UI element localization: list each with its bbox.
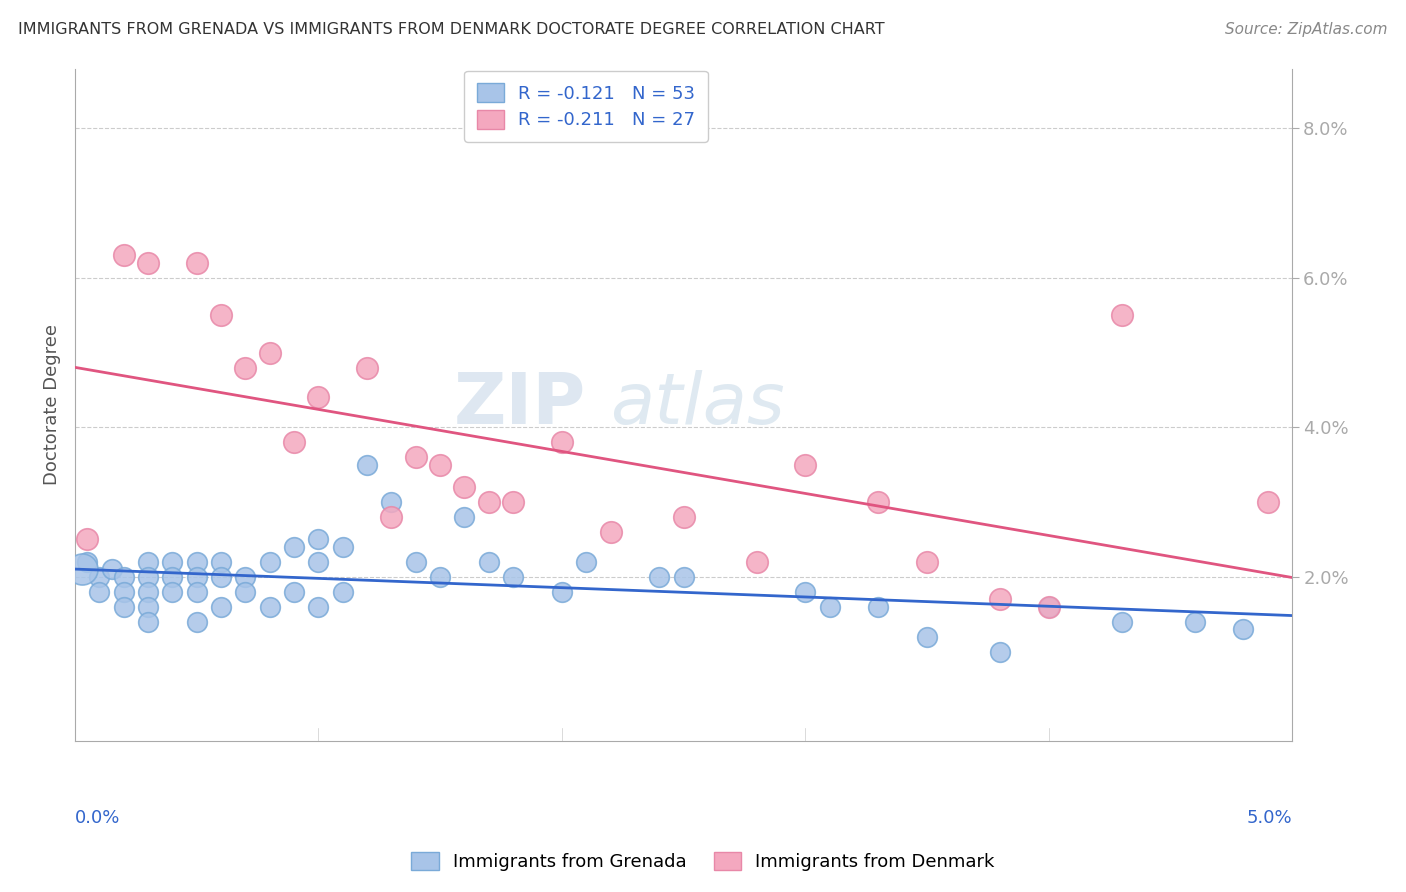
Point	[186, 555, 208, 569]
Point	[136, 599, 159, 614]
Point	[356, 458, 378, 472]
Point	[209, 555, 232, 569]
Point	[672, 510, 695, 524]
Point	[283, 435, 305, 450]
Point	[259, 555, 281, 569]
Point	[745, 555, 768, 569]
Point	[76, 533, 98, 547]
Point	[672, 570, 695, 584]
Point	[136, 615, 159, 629]
Point	[186, 570, 208, 584]
Point	[307, 555, 329, 569]
Point	[136, 570, 159, 584]
Text: 0.0%: 0.0%	[75, 808, 121, 827]
Point	[818, 599, 841, 614]
Point	[915, 630, 938, 644]
Point	[186, 615, 208, 629]
Point	[76, 555, 98, 569]
Point	[235, 584, 257, 599]
Point	[72, 562, 94, 576]
Point	[915, 555, 938, 569]
Point	[100, 562, 122, 576]
Point	[209, 308, 232, 322]
Point	[988, 644, 1011, 658]
Point	[429, 570, 451, 584]
Point	[599, 524, 621, 539]
Point	[307, 533, 329, 547]
Point	[478, 495, 501, 509]
Point	[794, 458, 817, 472]
Point	[235, 570, 257, 584]
Point	[162, 584, 184, 599]
Point	[332, 540, 354, 554]
Point	[235, 360, 257, 375]
Point	[502, 570, 524, 584]
Text: ZIP: ZIP	[454, 370, 586, 440]
Text: Source: ZipAtlas.com: Source: ZipAtlas.com	[1225, 22, 1388, 37]
Point	[868, 495, 890, 509]
Point	[89, 570, 111, 584]
Point	[307, 599, 329, 614]
Point	[332, 584, 354, 599]
Point	[186, 256, 208, 270]
Point	[259, 345, 281, 359]
Point	[453, 510, 475, 524]
Point	[259, 599, 281, 614]
Point	[162, 555, 184, 569]
Point	[356, 360, 378, 375]
Point	[453, 480, 475, 494]
Point	[1038, 599, 1060, 614]
Point	[551, 435, 574, 450]
Point	[1232, 622, 1254, 636]
Legend: Immigrants from Grenada, Immigrants from Denmark: Immigrants from Grenada, Immigrants from…	[404, 845, 1002, 879]
Point	[307, 391, 329, 405]
Point	[112, 248, 135, 262]
Point	[648, 570, 671, 584]
Point	[575, 555, 598, 569]
Point	[988, 592, 1011, 607]
Point	[1038, 599, 1060, 614]
Point	[283, 540, 305, 554]
Point	[283, 584, 305, 599]
Point	[551, 584, 574, 599]
Legend: R = -0.121   N = 53, R = -0.211   N = 27: R = -0.121 N = 53, R = -0.211 N = 27	[464, 70, 709, 142]
Point	[209, 599, 232, 614]
Point	[1111, 308, 1133, 322]
Point	[868, 599, 890, 614]
Point	[186, 584, 208, 599]
Point	[429, 458, 451, 472]
Point	[112, 599, 135, 614]
Point	[89, 584, 111, 599]
Point	[380, 495, 402, 509]
Point	[136, 555, 159, 569]
Point	[1184, 615, 1206, 629]
Point	[112, 584, 135, 599]
Point	[478, 555, 501, 569]
Text: atlas: atlas	[610, 370, 785, 440]
Y-axis label: Doctorate Degree: Doctorate Degree	[44, 325, 60, 485]
Point	[502, 495, 524, 509]
Point	[136, 256, 159, 270]
Point	[405, 555, 427, 569]
Point	[405, 450, 427, 465]
Point	[112, 570, 135, 584]
Point	[380, 510, 402, 524]
Point	[136, 584, 159, 599]
Point	[209, 570, 232, 584]
Point	[794, 584, 817, 599]
Text: IMMIGRANTS FROM GRENADA VS IMMIGRANTS FROM DENMARK DOCTORATE DEGREE CORRELATION : IMMIGRANTS FROM GRENADA VS IMMIGRANTS FR…	[18, 22, 884, 37]
Point	[1257, 495, 1279, 509]
Text: 5.0%: 5.0%	[1247, 808, 1292, 827]
Point	[162, 570, 184, 584]
Point	[1111, 615, 1133, 629]
